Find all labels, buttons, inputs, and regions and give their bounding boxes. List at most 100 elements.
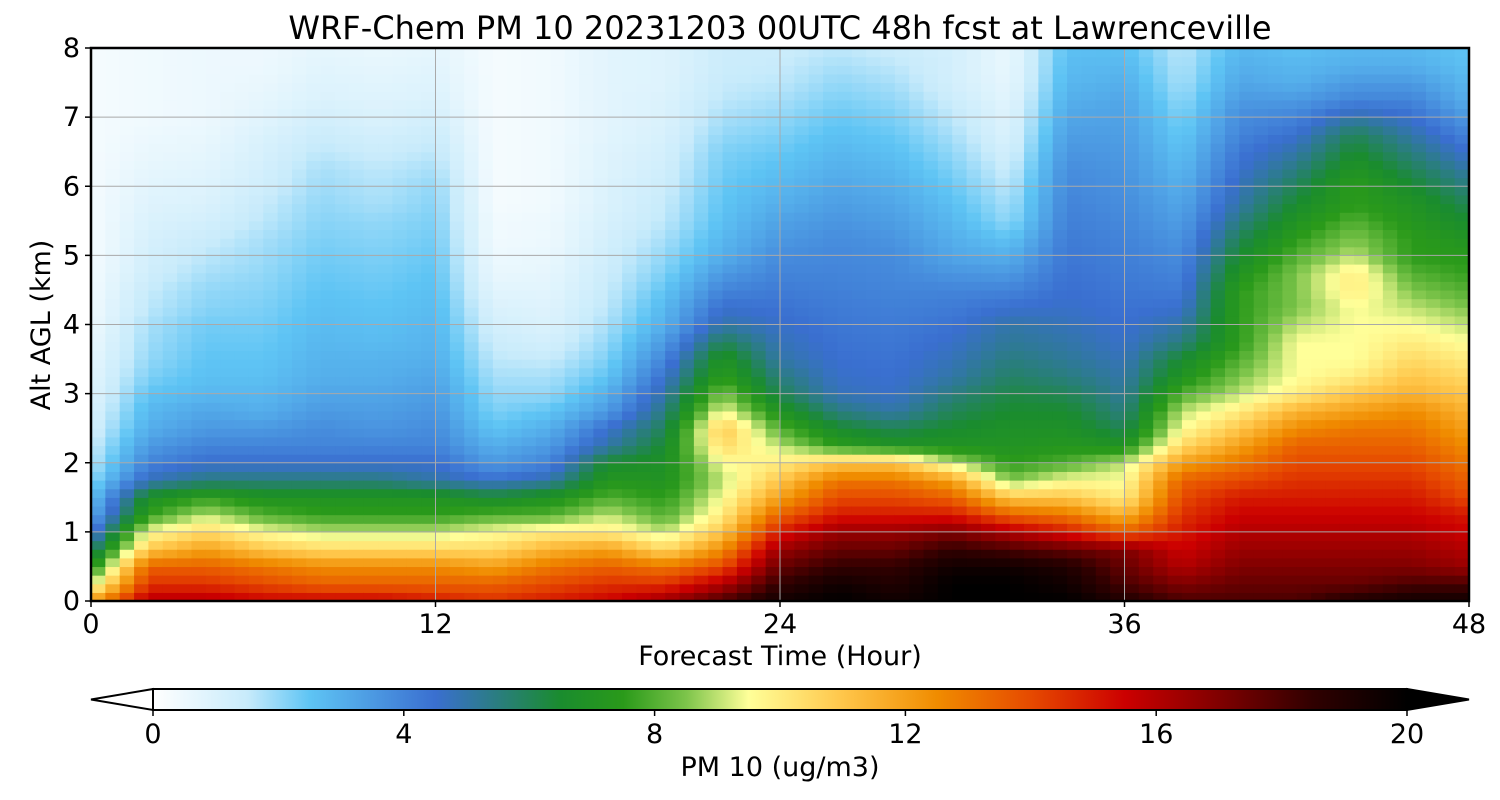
pm10-cell [622, 359, 638, 369]
pm10-cell [679, 376, 695, 386]
pm10-cell [335, 65, 350, 75]
pm10-cell [1081, 341, 1097, 352]
pm10-cell [607, 367, 623, 377]
pm10-cell [1110, 168, 1126, 179]
pm10-cell [119, 117, 135, 127]
pm10-cell [1153, 203, 1169, 213]
pm10-cell [636, 272, 652, 282]
pm10-cell [220, 359, 236, 369]
pm10-cell [693, 220, 709, 231]
pm10-cell [320, 384, 336, 395]
pm10-cell [1124, 246, 1140, 256]
pm10-cell [708, 168, 724, 179]
pm10-cell [665, 514, 681, 524]
pm10-cell [248, 505, 264, 516]
pm10-cell [263, 333, 279, 343]
pm10-cell [507, 56, 523, 66]
pm10-cell [880, 264, 896, 274]
pm10-cell [636, 471, 652, 481]
pm10-cell [1196, 359, 1212, 369]
pm10-cell [923, 471, 939, 481]
pm10-cell [263, 151, 279, 161]
pm10-cell [335, 393, 350, 403]
pm10-cell [134, 65, 150, 75]
pm10-cell [1124, 281, 1140, 291]
pm10-cell [1067, 367, 1083, 377]
pm10-cell [421, 566, 437, 576]
pm10-cell [937, 56, 953, 66]
pm10-cell [248, 168, 264, 179]
pm10-cell [952, 255, 968, 265]
pm10-cell [277, 402, 293, 412]
pm10-cell [335, 56, 350, 66]
pm10-cell [995, 462, 1011, 472]
pm10-cell [880, 194, 896, 205]
pm10-cell [593, 151, 609, 161]
pm10-cell [937, 255, 953, 265]
pm10-cell [1124, 65, 1140, 75]
pm10-cell [894, 410, 910, 421]
pm10-cell [564, 48, 580, 58]
pm10-cell [421, 65, 437, 75]
pm10-cell [119, 376, 135, 386]
pm10-cell [335, 143, 350, 153]
pm10-cell [923, 557, 939, 568]
pm10-cell [636, 151, 652, 161]
pm10-cell [406, 471, 422, 481]
pm10-cell [406, 410, 422, 421]
pm10-cell [392, 134, 408, 144]
pm10-cell [1095, 410, 1111, 421]
pm10-cell [306, 583, 322, 593]
pm10-cell [708, 238, 724, 248]
pm10-cell [937, 557, 953, 568]
pm10-cell [808, 428, 824, 438]
pm10-cell [91, 523, 106, 533]
pm10-cell [866, 73, 882, 84]
pm10-cell [234, 428, 250, 438]
pm10-cell [277, 203, 293, 213]
pm10-cell [363, 480, 379, 490]
pm10-cell [335, 575, 350, 585]
pm10-cell [923, 454, 939, 464]
pm10-cell [1081, 523, 1097, 533]
pm10-cell [1138, 134, 1154, 144]
pm10-cell [191, 557, 207, 568]
pm10-cell [1081, 402, 1097, 412]
pm10-cell [866, 566, 882, 576]
pm10-cell [636, 203, 652, 213]
pm10-cell [966, 177, 982, 187]
pm10-cell [291, 488, 307, 498]
pm10-cell [363, 246, 379, 256]
pm10-cell [1138, 264, 1154, 274]
pm10-cell [220, 289, 236, 300]
pm10-cell [1067, 531, 1083, 542]
pm10-cell [952, 65, 968, 75]
pm10-cell [1181, 56, 1197, 66]
pm10-cell [909, 212, 925, 222]
pm10-cell [808, 212, 824, 222]
pm10-cell [894, 592, 910, 601]
pm10-cell [378, 229, 394, 239]
pm10-cell [492, 73, 508, 84]
pm10-cell [464, 505, 480, 516]
pm10-cell [1153, 410, 1169, 421]
pm10-cell [1181, 428, 1197, 438]
pm10-cell [1024, 203, 1039, 213]
pm10-cell [134, 462, 150, 472]
pm10-cell [220, 48, 236, 58]
pm10-cell [837, 134, 853, 144]
pm10-cell [119, 471, 135, 481]
pm10-cell [736, 549, 752, 559]
pm10-cell [679, 203, 695, 213]
pm10-cell [851, 272, 867, 282]
pm10-cell [162, 341, 178, 352]
pm10-cell [550, 203, 566, 213]
pm10-cell [808, 350, 824, 360]
pm10-cell [464, 376, 480, 386]
pm10-cell [1196, 194, 1212, 205]
pm10-cell [1052, 497, 1068, 507]
pm10-cell [134, 592, 150, 601]
pm10-cell [1124, 91, 1140, 101]
pm10-cell [722, 203, 738, 213]
pm10-cell [291, 315, 307, 326]
